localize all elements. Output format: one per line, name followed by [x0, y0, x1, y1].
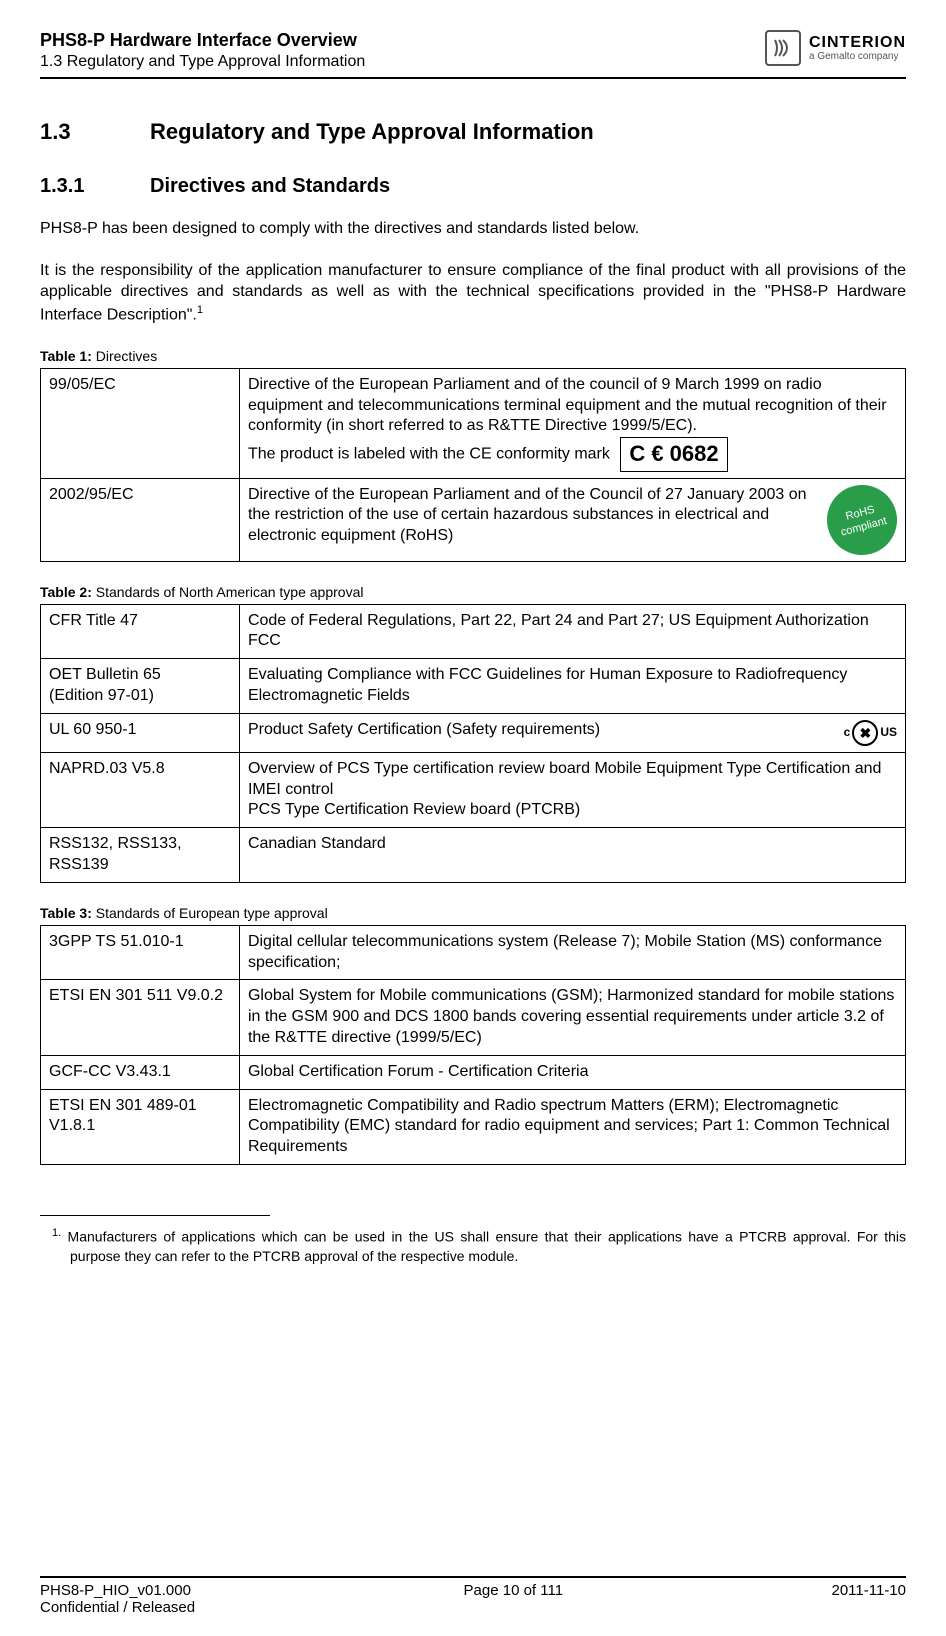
- table-row: ETSI EN 301 489-01V1.8.1 Electromagnetic…: [41, 1089, 906, 1164]
- table-2-caption: Table 2: Standards of North American typ…: [40, 584, 906, 600]
- page-header: PHS8-P Hardware Interface Overview 1.3 R…: [40, 30, 906, 71]
- footer-right: 2011-11-10: [831, 1582, 906, 1616]
- footer-rule: [40, 1576, 906, 1578]
- cell: Global Certification Forum - Certificati…: [239, 1055, 905, 1089]
- footer-row: PHS8-P_HIO_v01.000 Confidential / Releas…: [40, 1582, 906, 1616]
- table-row: OET Bulletin 65(Edition 97-01) Evaluatin…: [41, 659, 906, 714]
- footnote-ref: 1: [197, 304, 203, 316]
- table-row: ETSI EN 301 511 V9.0.2 Global System for…: [41, 980, 906, 1055]
- table-row: CFR Title 47 Code of Federal Regulations…: [41, 604, 906, 659]
- cell: Directive of the European Parliament and…: [239, 368, 905, 478]
- table-row: 2002/95/EC RoHS compliant Directive of t…: [41, 478, 906, 561]
- ce-mark-icon: C € 0682: [620, 437, 727, 472]
- footer-left: PHS8-P_HIO_v01.000 Confidential / Releas…: [40, 1582, 195, 1616]
- table-3-caption: Table 3: Standards of European type appr…: [40, 905, 906, 921]
- header-rule: [40, 77, 906, 79]
- table-row: UL 60 950-1 c ✖ US Product Safety Certif…: [41, 713, 906, 752]
- cell: Evaluating Compliance with FCC Guideline…: [239, 659, 905, 714]
- cell: OET Bulletin 65(Edition 97-01): [41, 659, 240, 714]
- rohs-icon: RoHS compliant: [819, 477, 905, 563]
- footnote-1: 1. Manufacturers of applications which c…: [40, 1226, 906, 1265]
- cell: 3GPP TS 51.010-1: [41, 925, 240, 980]
- paragraph-1: PHS8-P has been designed to comply with …: [40, 218, 906, 240]
- table-row: GCF-CC V3.43.1 Global Certification Foru…: [41, 1055, 906, 1089]
- section-number: 1.3.1: [40, 175, 150, 198]
- cell: Code of Federal Regulations, Part 22, Pa…: [239, 604, 905, 659]
- nfc-icon: [765, 30, 801, 66]
- cell: CFR Title 47: [41, 604, 240, 659]
- section-1-3-1-heading: 1.3.1Directives and Standards: [40, 175, 906, 198]
- logo-main: CINTERION: [809, 34, 906, 52]
- section-number: 1.3: [40, 119, 150, 145]
- logo-sub: a Gemalto company: [809, 51, 906, 62]
- cell: NAPRD.03 V5.8: [41, 752, 240, 827]
- section-title: Directives and Standards: [150, 175, 390, 197]
- footnote-rule: [40, 1215, 270, 1216]
- cell: 2002/95/EC: [41, 478, 240, 561]
- doc-subtitle: 1.3 Regulatory and Type Approval Informa…: [40, 53, 765, 71]
- cell: 99/05/EC: [41, 368, 240, 478]
- cell: ETSI EN 301 511 V9.0.2: [41, 980, 240, 1055]
- cell: UL 60 950-1: [41, 713, 240, 752]
- cell: Overview of PCS Type certification revie…: [239, 752, 905, 827]
- doc-title: PHS8-P Hardware Interface Overview: [40, 30, 765, 51]
- ul-mark-icon: c ✖ US: [844, 720, 897, 746]
- logo-text: CINTERION a Gemalto company: [809, 34, 906, 63]
- table-row: NAPRD.03 V5.8 Overview of PCS Type certi…: [41, 752, 906, 827]
- header-text: PHS8-P Hardware Interface Overview 1.3 R…: [40, 30, 765, 71]
- section-title: Regulatory and Type Approval Information: [150, 119, 594, 144]
- logo: CINTERION a Gemalto company: [765, 30, 906, 66]
- cell: Global System for Mobile communications …: [239, 980, 905, 1055]
- table-row: RSS132, RSS133,RSS139 Canadian Standard: [41, 828, 906, 883]
- page-footer: PHS8-P_HIO_v01.000 Confidential / Releas…: [40, 1576, 906, 1616]
- footer-center: Page 10 of 111: [464, 1582, 564, 1616]
- cell: Electromagnetic Compatibility and Radio …: [239, 1089, 905, 1164]
- table-na-standards: CFR Title 47 Code of Federal Regulations…: [40, 604, 906, 883]
- table-directives: 99/05/EC Directive of the European Parli…: [40, 368, 906, 562]
- cell: RoHS compliant Directive of the European…: [239, 478, 905, 561]
- table-eu-standards: 3GPP TS 51.010-1 Digital cellular teleco…: [40, 925, 906, 1165]
- cell: c ✖ US Product Safety Certification (Saf…: [239, 713, 905, 752]
- cell: RSS132, RSS133,RSS139: [41, 828, 240, 883]
- cell: Digital cellular telecommunications syst…: [239, 925, 905, 980]
- table-1-caption: Table 1: Directives: [40, 348, 906, 364]
- table-row: 3GPP TS 51.010-1 Digital cellular teleco…: [41, 925, 906, 980]
- paragraph-2: It is the responsibility of the applicat…: [40, 260, 906, 326]
- cell: ETSI EN 301 489-01V1.8.1: [41, 1089, 240, 1164]
- table-row: 99/05/EC Directive of the European Parli…: [41, 368, 906, 478]
- cell: GCF-CC V3.43.1: [41, 1055, 240, 1089]
- cell: Canadian Standard: [239, 828, 905, 883]
- section-1-3-heading: 1.3Regulatory and Type Approval Informat…: [40, 119, 906, 145]
